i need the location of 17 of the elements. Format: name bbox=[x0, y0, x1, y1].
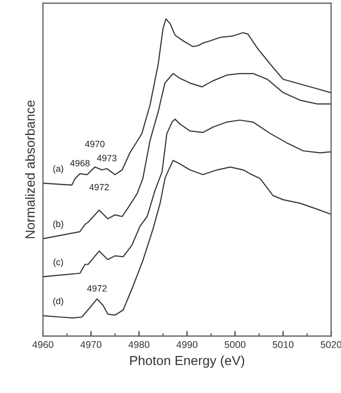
x-tick-label: 4980 bbox=[128, 341, 150, 348]
y-axis-title: Normalized absorbance bbox=[25, 100, 35, 238]
annotation: 4968 bbox=[70, 160, 90, 166]
x-tick-label: 4960 bbox=[32, 341, 54, 348]
annotation: (a) bbox=[53, 165, 64, 174]
annotation: 4970 bbox=[85, 140, 105, 148]
annotation: (c) bbox=[54, 258, 63, 268]
annotation: 4972 bbox=[87, 285, 107, 292]
x-tick-label: 4970 bbox=[80, 341, 102, 348]
x-tick-label: 4990 bbox=[176, 341, 198, 348]
annotation: (b) bbox=[53, 220, 64, 229]
x-tick-label: 5000 bbox=[224, 341, 246, 348]
x-tick-label: 5010 bbox=[272, 341, 294, 348]
annotation: 4973 bbox=[97, 154, 116, 162]
x-axis-title: Photon Energy (eV) bbox=[130, 355, 244, 368]
annotation: (d) bbox=[53, 298, 64, 306]
annotation: 4972 bbox=[89, 184, 109, 190]
